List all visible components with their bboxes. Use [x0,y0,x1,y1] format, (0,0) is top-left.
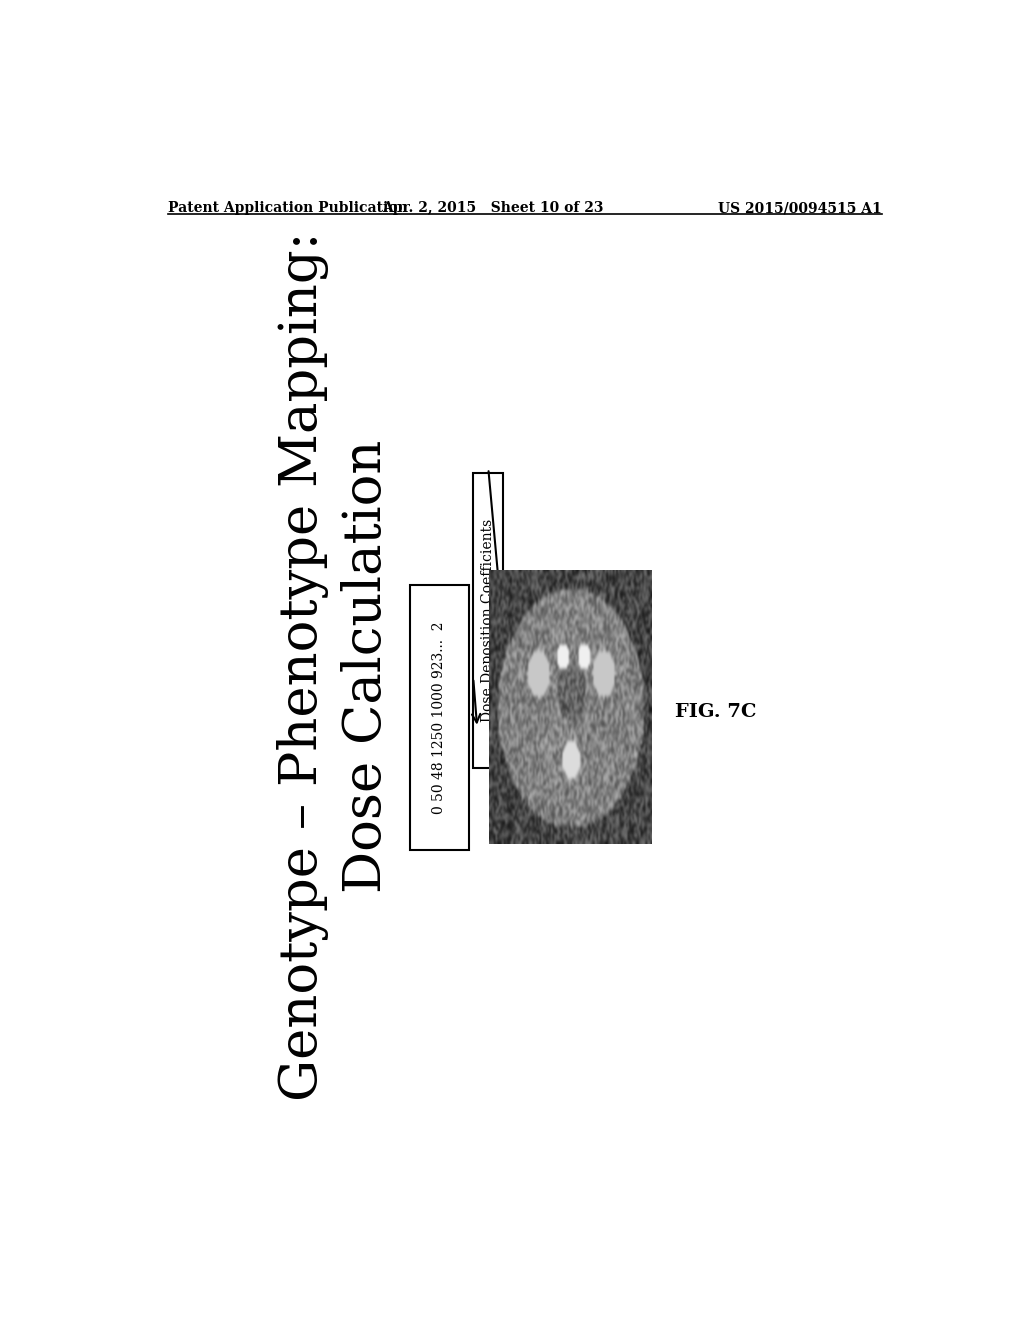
Text: FIG. 7C: FIG. 7C [675,704,756,721]
Bar [473,474,504,768]
Text: Apr. 2, 2015   Sheet 10 of 23: Apr. 2, 2015 Sheet 10 of 23 [382,201,604,215]
Bar [410,585,469,850]
Text: Genotype – Phenotype Mapping:
Dose Calculation: Genotype – Phenotype Mapping: Dose Calcu… [276,232,392,1101]
Text: 0 50 48 1250 1000 923...  2: 0 50 48 1250 1000 923... 2 [432,622,446,813]
Text: Dose Deposition Coefficients: Dose Deposition Coefficients [481,519,496,722]
Text: US 2015/0094515 A1: US 2015/0094515 A1 [718,201,882,215]
Text: Patent Application Publication: Patent Application Publication [168,201,408,215]
